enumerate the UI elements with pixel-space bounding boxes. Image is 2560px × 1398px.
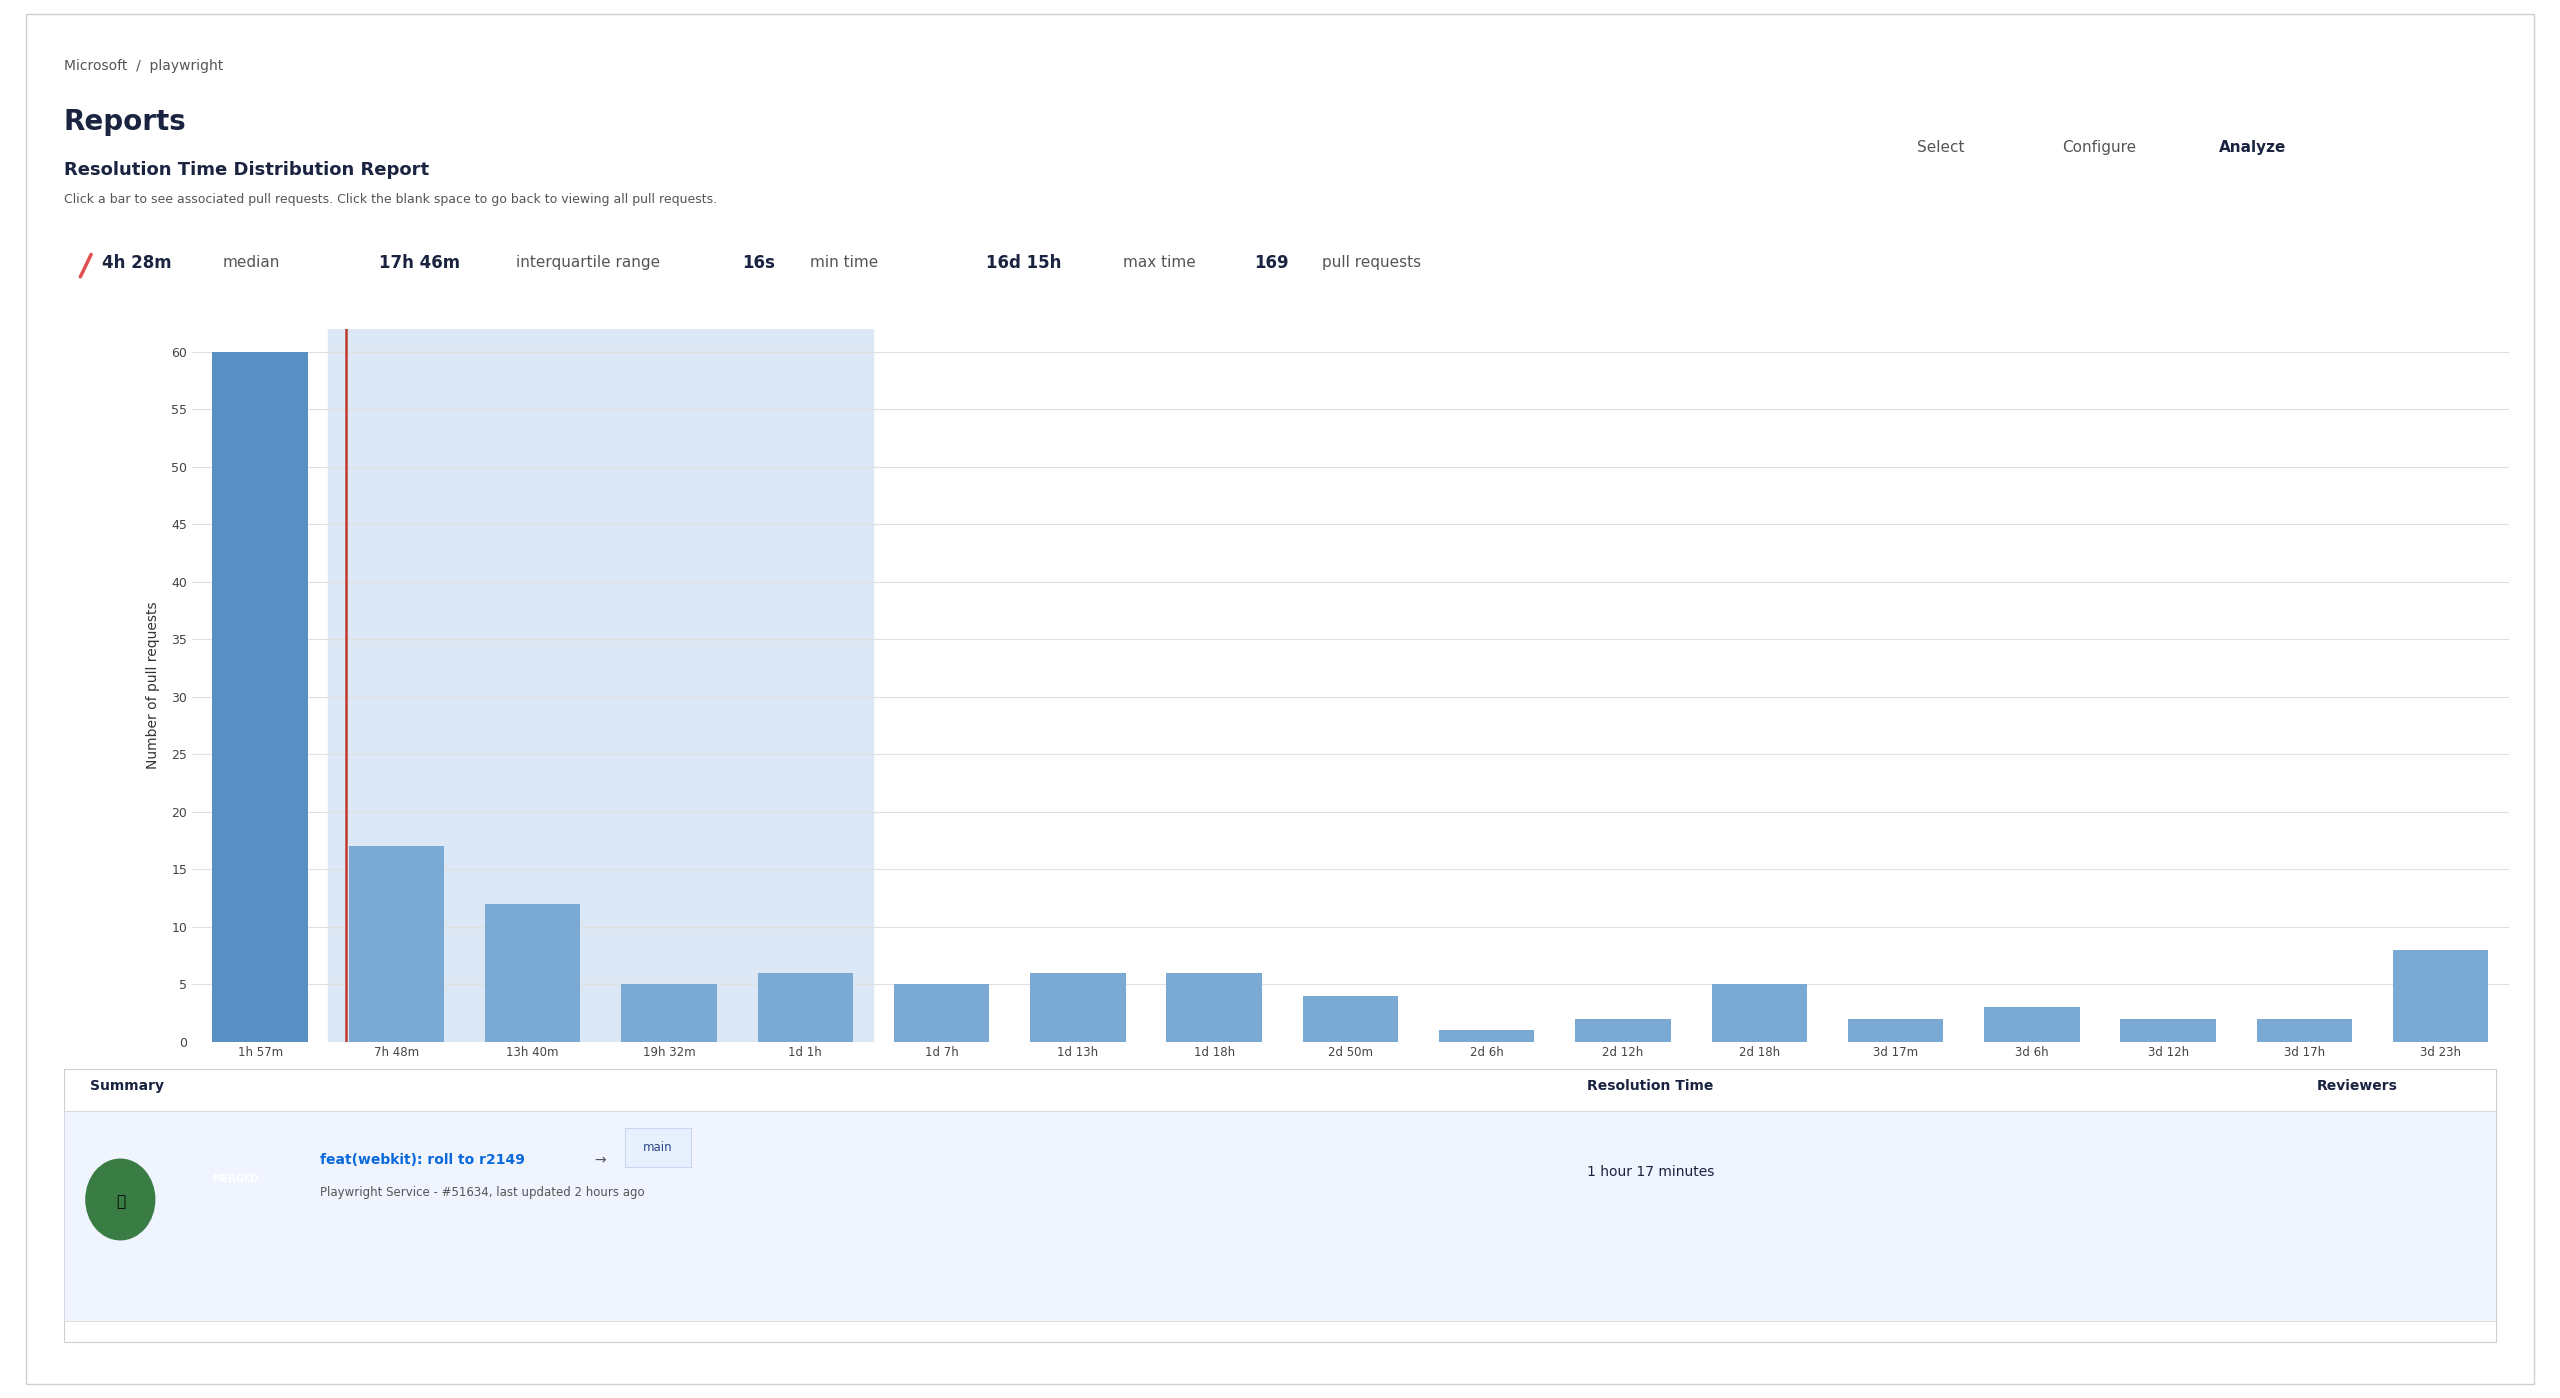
Bar: [328, 329, 873, 1042]
Circle shape: [87, 1159, 154, 1240]
Text: feat(webkit): roll to r2149: feat(webkit): roll to r2149: [320, 1153, 525, 1167]
Text: 🎭: 🎭: [115, 1194, 125, 1209]
Text: 16s: 16s: [742, 254, 776, 271]
Text: 4h 28m: 4h 28m: [102, 254, 172, 271]
Text: interquartile range: interquartile range: [517, 256, 660, 270]
Bar: [1439, 1030, 1533, 1042]
Bar: [2120, 1019, 2217, 1042]
Bar: [1984, 1007, 2079, 1042]
Bar: [1848, 1019, 1943, 1042]
Text: Microsoft  /  playwright: Microsoft / playwright: [64, 59, 223, 73]
Bar: [622, 984, 717, 1042]
Text: 1 hour 17 minutes: 1 hour 17 minutes: [1587, 1165, 1715, 1179]
Text: MERGED: MERGED: [212, 1173, 259, 1184]
Text: Resolution Time Distribution Report: Resolution Time Distribution Report: [64, 161, 430, 179]
Bar: [1303, 995, 1398, 1042]
Text: min time: min time: [809, 256, 878, 270]
Bar: [893, 984, 988, 1042]
Bar: [1167, 973, 1262, 1042]
Text: →: →: [594, 1153, 607, 1167]
Text: pull requests: pull requests: [1321, 256, 1421, 270]
Bar: [348, 846, 443, 1042]
FancyBboxPatch shape: [26, 14, 2534, 1384]
Text: median: median: [223, 256, 279, 270]
Text: Analyze: Analyze: [2220, 140, 2286, 155]
Bar: [758, 973, 852, 1042]
Text: 17h 46m: 17h 46m: [379, 254, 461, 271]
Bar: [1713, 984, 1807, 1042]
Text: main: main: [643, 1141, 673, 1155]
Text: Click a bar to see associated pull requests. Click the blank space to go back to: Click a bar to see associated pull reque…: [64, 193, 717, 206]
Text: 169: 169: [1254, 254, 1290, 271]
Text: 16d 15h: 16d 15h: [986, 254, 1060, 271]
Bar: [2394, 949, 2488, 1042]
Text: Reviewers: Reviewers: [2317, 1079, 2399, 1093]
Text: Reports: Reports: [64, 108, 187, 136]
Bar: [1029, 973, 1126, 1042]
Bar: [212, 351, 307, 1042]
Text: Summary: Summary: [90, 1079, 164, 1093]
Text: Configure: Configure: [2063, 140, 2135, 155]
Bar: [2258, 1019, 2353, 1042]
Text: Playwright Service - #51634, last updated 2 hours ago: Playwright Service - #51634, last update…: [320, 1186, 645, 1198]
Y-axis label: Number of pull requests: Number of pull requests: [146, 601, 161, 769]
Text: Resolution Time: Resolution Time: [1587, 1079, 1713, 1093]
Bar: [1574, 1019, 1672, 1042]
X-axis label: Resolution time: Resolution time: [1290, 1074, 1411, 1088]
Bar: [484, 903, 581, 1042]
Text: max time: max time: [1124, 256, 1196, 270]
Text: Select: Select: [1917, 140, 1964, 155]
